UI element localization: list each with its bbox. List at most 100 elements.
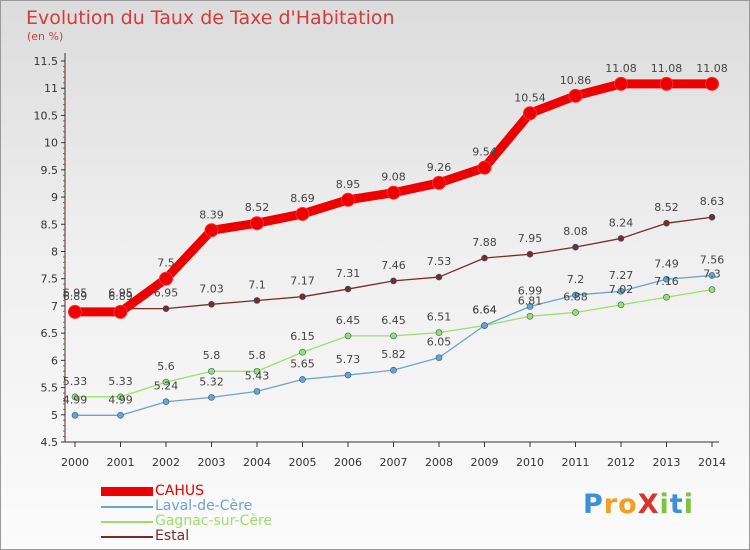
- data-point-laval-de-cere: [572, 291, 579, 299]
- legend: CAHUS Laval-de-Cère Gagnac-sur-Cère Estal: [101, 484, 272, 544]
- y-tick-label: 10.5: [34, 109, 59, 122]
- data-point-estal: [526, 250, 534, 258]
- data-point-cahus: [113, 304, 128, 319]
- data-label-gagnac-sur-cere: 5.33: [63, 375, 88, 388]
- data-label-laval-de-cere: 5.65: [290, 357, 315, 370]
- data-label-estal: 8.24: [609, 216, 634, 229]
- data-label-estal: 8.52: [654, 201, 679, 214]
- x-tick-label: 2000: [61, 456, 89, 469]
- x-tick-label: 2001: [107, 456, 135, 469]
- data-point-cahus: [341, 192, 355, 207]
- data-label-laval-de-cere: 5.43: [245, 369, 270, 382]
- legend-swatch: [101, 487, 153, 496]
- logo-letter: r: [603, 489, 619, 520]
- data-label-estal: 7.31: [336, 267, 361, 280]
- legend-item-estal: Estal: [101, 529, 272, 544]
- data-label-estal: 8.63: [700, 195, 725, 208]
- data-label-laval-de-cere: 5.32: [199, 375, 224, 388]
- y-tick-label: 7.5: [41, 273, 59, 286]
- data-point-gagnac-sur-cere: [162, 378, 170, 386]
- data-label-cahus: 9.26: [427, 161, 452, 174]
- data-point-cahus: [477, 160, 492, 175]
- legend-swatch: [101, 520, 153, 523]
- x-tick-label: 2005: [289, 456, 317, 469]
- data-point-cahus: [295, 206, 310, 221]
- data-point-estal: [299, 293, 306, 300]
- data-point-gagnac-sur-cere: [117, 393, 124, 401]
- data-point-laval-de-cere: [708, 272, 716, 279]
- x-tick-label: 2012: [607, 456, 635, 469]
- y-tick-label: 5.5: [41, 382, 59, 395]
- data-point-gagnac-sur-cere: [208, 367, 215, 375]
- data-label-gagnac-sur-cere: 7.3: [703, 268, 721, 281]
- x-tick-label: 2014: [698, 456, 726, 469]
- data-label-gagnac-sur-cere: 5.33: [108, 375, 133, 388]
- data-label-laval-de-cere: 4.99: [108, 393, 133, 406]
- data-point-laval-de-cere: [344, 371, 352, 379]
- logo-letter: o: [618, 489, 638, 520]
- data-label-laval-de-cere: 6.05: [427, 336, 452, 349]
- x-tick-label: 2006: [334, 456, 362, 469]
- data-label-estal: 6.95: [63, 287, 88, 300]
- y-tick-label: 7: [51, 300, 58, 313]
- data-label-gagnac-sur-cere: 6.64: [472, 304, 497, 317]
- x-tick-label: 2007: [380, 456, 408, 469]
- data-point-gagnac-sur-cere: [435, 329, 443, 336]
- data-point-cahus: [705, 76, 719, 91]
- data-label-cahus: 8.39: [199, 208, 224, 221]
- chart-title: Evolution du Taux de Taxe d'Habitation: [26, 7, 395, 29]
- data-label-estal: 6.95: [108, 287, 133, 300]
- y-tick-label: 8: [51, 246, 58, 259]
- x-tick-label: 2004: [243, 456, 271, 469]
- data-label-cahus: 8.95: [336, 178, 361, 191]
- data-label-gagnac-sur-cere: 6.45: [336, 314, 361, 327]
- data-label-cahus: 8.69: [290, 192, 315, 205]
- data-label-gagnac-sur-cere: 7.02: [609, 283, 634, 296]
- data-label-laval-de-cere: 5.82: [381, 348, 406, 361]
- legend-label: CAHUS: [155, 483, 205, 499]
- data-label-gagnac-sur-cere: 6.45: [381, 314, 406, 327]
- data-point-cahus: [68, 304, 82, 319]
- data-point-cahus: [250, 216, 264, 231]
- y-tick-label: 5: [51, 409, 58, 422]
- data-point-cahus: [614, 76, 628, 91]
- x-tick-label: 2009: [471, 456, 499, 469]
- x-tick-label: 2013: [653, 456, 681, 469]
- x-tick-label: 2003: [198, 456, 226, 469]
- y-tick-label: 4.5: [41, 436, 59, 449]
- data-point-estal: [162, 305, 170, 312]
- data-label-estal: 7.17: [290, 275, 315, 288]
- data-point-cahus: [568, 88, 583, 103]
- data-label-estal: 7.03: [199, 282, 224, 295]
- data-point-laval-de-cere: [526, 303, 534, 310]
- data-label-gagnac-sur-cere: 6.15: [290, 330, 315, 343]
- data-point-laval-de-cere: [71, 412, 79, 419]
- data-point-cahus: [659, 76, 674, 91]
- x-tick-label: 2010: [516, 456, 544, 469]
- data-label-laval-de-cere: 4.99: [63, 393, 88, 406]
- data-point-gagnac-sur-cere: [663, 293, 670, 301]
- data-point-cahus: [432, 175, 446, 190]
- data-point-laval-de-cere: [117, 412, 124, 419]
- x-tick-label: 2008: [425, 456, 453, 469]
- data-point-estal: [708, 213, 716, 221]
- legend-label: Gagnac-sur-Cère: [155, 513, 273, 529]
- data-point-gagnac-sur-cere: [617, 301, 625, 309]
- y-tick-label: 9: [51, 191, 58, 204]
- y-axis-unit: (en %): [27, 30, 64, 43]
- legend-swatch: [101, 535, 153, 538]
- data-label-cahus: 9.54: [472, 146, 497, 159]
- proxiti-logo: ProXiti: [583, 489, 694, 520]
- data-point-estal: [344, 285, 352, 293]
- data-label-laval-de-cere: 7.56: [700, 253, 725, 266]
- data-point-estal: [208, 300, 215, 308]
- data-point-cahus: [523, 106, 537, 121]
- data-point-laval-de-cere: [208, 394, 215, 401]
- data-point-gagnac-sur-cere: [572, 309, 579, 316]
- data-label-laval-de-cere: 6.99: [518, 284, 543, 297]
- data-point-gagnac-sur-cere: [344, 332, 352, 340]
- data-point-laval-de-cere: [299, 376, 306, 383]
- x-tick-label: 2011: [562, 456, 590, 469]
